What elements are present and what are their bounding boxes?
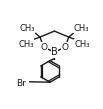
Text: CH₃: CH₃ xyxy=(20,24,35,33)
Text: Br: Br xyxy=(16,79,26,88)
Text: CH₃: CH₃ xyxy=(75,40,90,49)
Text: O: O xyxy=(40,43,47,52)
Text: CH₃: CH₃ xyxy=(74,24,89,33)
Text: B: B xyxy=(51,47,58,57)
Text: O: O xyxy=(62,43,69,52)
Text: CH₃: CH₃ xyxy=(19,40,34,49)
